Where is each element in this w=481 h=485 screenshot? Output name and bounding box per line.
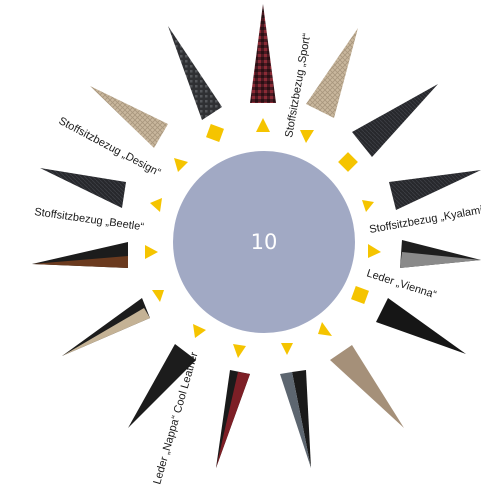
ray-group	[32, 4, 481, 468]
ray-black-beige-inner	[62, 308, 150, 356]
ray-black-beige[interactable]	[62, 298, 150, 356]
label-beetle: Stoffsitzbezug „Beetle“	[34, 206, 145, 233]
marker-triangle	[145, 245, 158, 259]
ray-kyalami[interactable]	[389, 170, 481, 210]
ray-sport[interactable]	[250, 4, 276, 103]
marker-triangle	[281, 343, 293, 355]
ray-black-leather[interactable]	[376, 298, 466, 354]
ray-black-cool[interactable]	[128, 344, 196, 428]
label-vienna: Leder „Vienna“	[365, 267, 438, 301]
marker-triangle	[193, 324, 206, 338]
center-circle	[173, 151, 355, 333]
marker-triangle	[152, 290, 164, 302]
ray-dark-weave[interactable]	[40, 168, 126, 208]
ray-design[interactable]	[90, 86, 168, 148]
marker-triangle	[233, 344, 246, 358]
marker-triangle	[368, 244, 381, 258]
label-sport: Stoffsitzbezug „Sport“	[283, 32, 313, 138]
ray-grey-nappa[interactable]	[292, 370, 311, 468]
ray-vienna-grey-inner	[400, 252, 481, 268]
ray-red-nappa-inner	[216, 372, 250, 468]
center-value: 10	[251, 230, 278, 254]
marker-square	[351, 286, 369, 304]
marker-triangle	[300, 130, 314, 143]
marker-triangle	[362, 200, 374, 212]
marker-group	[145, 118, 381, 358]
marker-triangle	[318, 322, 332, 336]
ray-beige-weave[interactable]	[306, 28, 358, 118]
ray-beige-leather[interactable]	[330, 345, 404, 428]
marker-square	[338, 152, 358, 172]
marker-square	[206, 124, 224, 142]
ray-beetle-inner	[32, 256, 128, 268]
marker-triangle	[150, 198, 162, 212]
marker-triangle	[174, 158, 188, 172]
ray-black-weave[interactable]	[352, 84, 438, 157]
label-kyalami: Stoffsitzbezug „Kyalami“	[368, 204, 481, 236]
marker-triangle	[256, 118, 270, 132]
ray-grey-nappa-inner	[280, 372, 311, 468]
ray-grey-check[interactable]	[168, 26, 222, 120]
